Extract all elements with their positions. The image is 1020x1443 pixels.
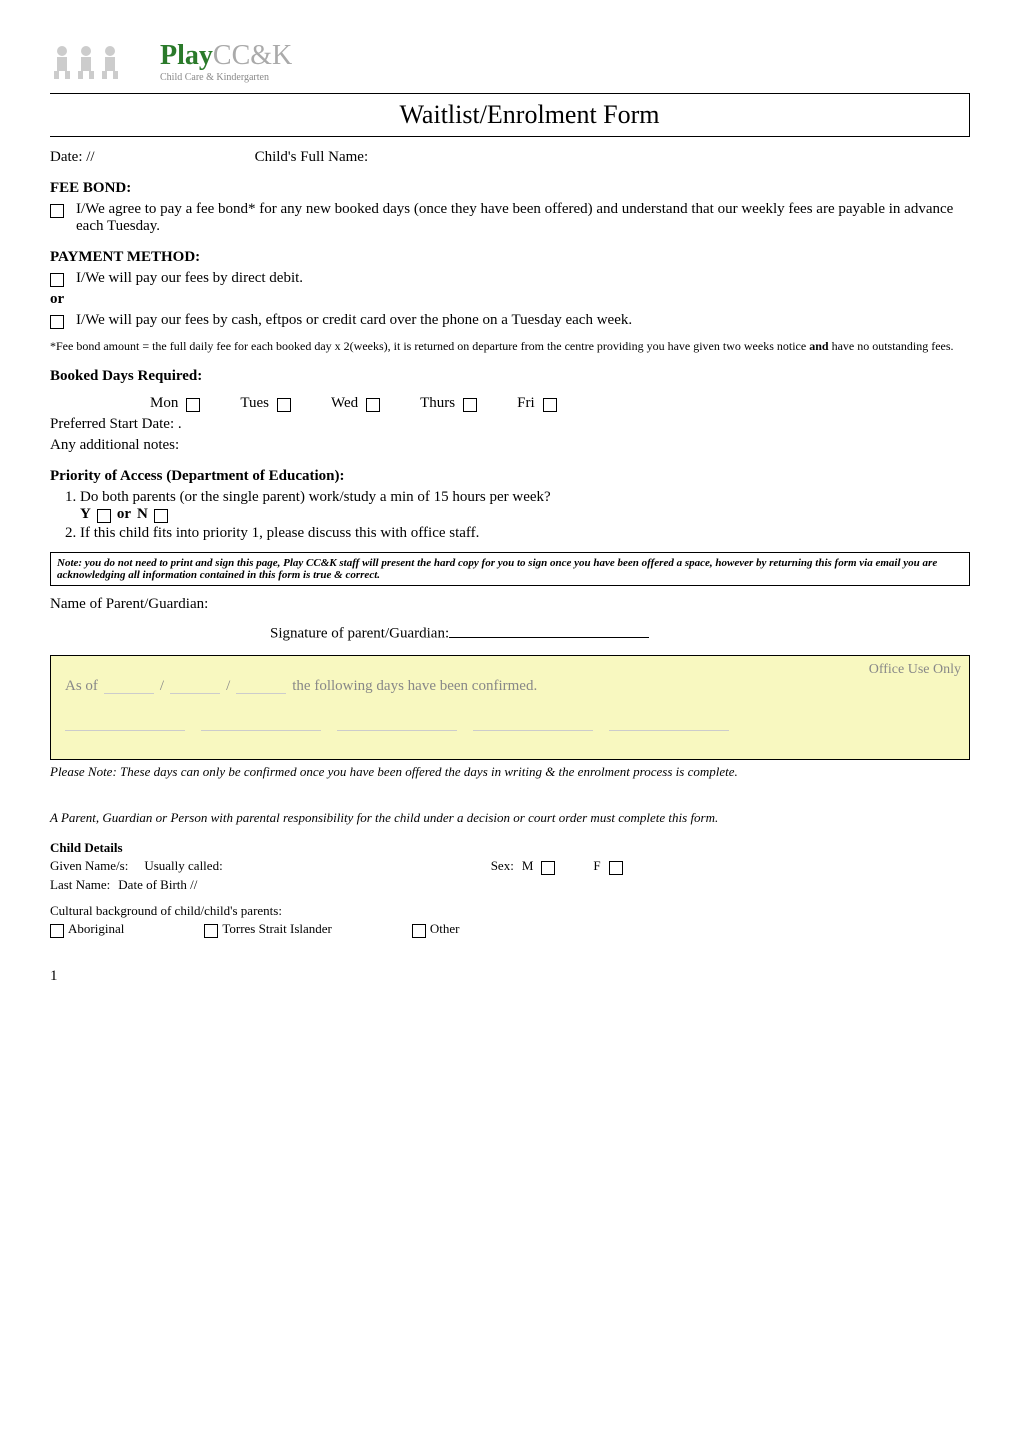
payment-or: or [50, 291, 970, 308]
logo-text: PlayCC&K Child Care & Kindergarten [160, 40, 292, 83]
note-box: Note: you do not need to print and sign … [50, 552, 970, 586]
preferred-start: Preferred Start Date: . [50, 416, 970, 433]
payment-option1: I/We will pay our fees by direct debit. [76, 270, 303, 287]
sex-f: F [593, 858, 600, 874]
booked-days-heading: Booked Days Required: [50, 368, 970, 385]
fee-bond-heading: FEE BOND: [50, 180, 970, 197]
office-date-2[interactable] [170, 678, 220, 695]
last-name-label: Last Name: [50, 877, 110, 893]
sex-m-checkbox[interactable] [541, 861, 555, 875]
yn-n: N [137, 506, 148, 523]
dob-label: Date of Birth // [118, 877, 197, 893]
day-row: Mon Tues Wed Thurs Fri [150, 395, 970, 412]
other-label: Other [430, 921, 460, 937]
office-day-blank[interactable] [609, 713, 729, 731]
tsi-label: Torres Strait Islander [222, 921, 332, 937]
logo-play: Play [160, 40, 213, 71]
given-name-label: Given Name/s: [50, 858, 128, 874]
usually-called-label: Usually called: [144, 858, 222, 874]
form-title: Waitlist/Enrolment Form [50, 93, 970, 137]
child-details-heading: Child Details [50, 840, 970, 856]
office-day-blank[interactable] [337, 713, 457, 731]
mon-checkbox[interactable] [186, 398, 200, 412]
priority-item-2: If this child fits into priority 1, plea… [80, 525, 970, 542]
priority-n-checkbox[interactable] [154, 509, 168, 523]
signature-line[interactable] [449, 621, 649, 638]
child-name-label: Child's Full Name: [255, 149, 369, 166]
parent-responsibility-note: A Parent, Guardian or Person with parent… [50, 810, 970, 826]
payment-direct-debit-checkbox[interactable] [50, 273, 64, 287]
payment-heading: PAYMENT METHOD: [50, 249, 970, 266]
logo: PlayCC&K Child Care & Kindergarten [50, 40, 970, 83]
sex-m: M [522, 858, 534, 874]
other-checkbox[interactable] [412, 924, 426, 938]
wed-checkbox[interactable] [366, 398, 380, 412]
tues-checkbox[interactable] [277, 398, 291, 412]
office-date-3[interactable] [236, 678, 286, 695]
date-label: Date: // [50, 149, 95, 166]
office-use-label: Office Use Only [869, 662, 961, 678]
day-wed: Wed [331, 395, 358, 412]
signature-label: Signature of parent/Guardian: [270, 626, 449, 642]
fee-bond-checkbox[interactable] [50, 204, 64, 218]
logo-cck: CC&K [213, 40, 292, 71]
day-mon: Mon [150, 395, 178, 412]
logo-subtitle: Child Care & Kindergarten [160, 72, 292, 83]
office-date-1[interactable] [104, 678, 154, 695]
office-day-blank[interactable] [201, 713, 321, 731]
payment-option2: I/We will pay our fees by cash, eftpos o… [76, 312, 632, 329]
sex-f-checkbox[interactable] [609, 861, 623, 875]
office-day-blank[interactable] [65, 713, 185, 731]
cultural-label: Cultural background of child/child's par… [50, 903, 282, 919]
confirm-note: Please Note: These days can only be conf… [50, 764, 970, 780]
page-number: 1 [50, 968, 970, 985]
priority-y-checkbox[interactable] [97, 509, 111, 523]
additional-notes: Any additional notes: [50, 437, 970, 454]
day-thurs: Thurs [420, 395, 455, 412]
office-asof: As of [65, 678, 98, 695]
aboriginal-label: Aboriginal [68, 921, 124, 937]
tsi-checkbox[interactable] [204, 924, 218, 938]
day-tues: Tues [240, 395, 269, 412]
fee-note: *Fee bond amount = the full daily fee fo… [50, 339, 970, 354]
fee-bond-text: I/We agree to pay a fee bond* for any ne… [76, 201, 970, 235]
priority-item-1: Do both parents (or the single parent) w… [80, 489, 970, 523]
thurs-checkbox[interactable] [463, 398, 477, 412]
logo-figures [50, 43, 150, 81]
yn-y: Y [80, 506, 91, 523]
parent-name-label: Name of Parent/Guardian: [50, 596, 970, 613]
office-use-box: Office Use Only As of / / the following … [50, 655, 970, 760]
yn-or: or [117, 506, 131, 523]
priority-heading: Priority of Access (Department of Educat… [50, 468, 970, 485]
payment-cash-checkbox[interactable] [50, 315, 64, 329]
aboriginal-checkbox[interactable] [50, 924, 64, 938]
office-day-blank[interactable] [473, 713, 593, 731]
fri-checkbox[interactable] [543, 398, 557, 412]
sex-label: Sex: [491, 858, 514, 874]
office-confirmed: the following days have been confirmed. [292, 678, 537, 695]
day-fri: Fri [517, 395, 535, 412]
